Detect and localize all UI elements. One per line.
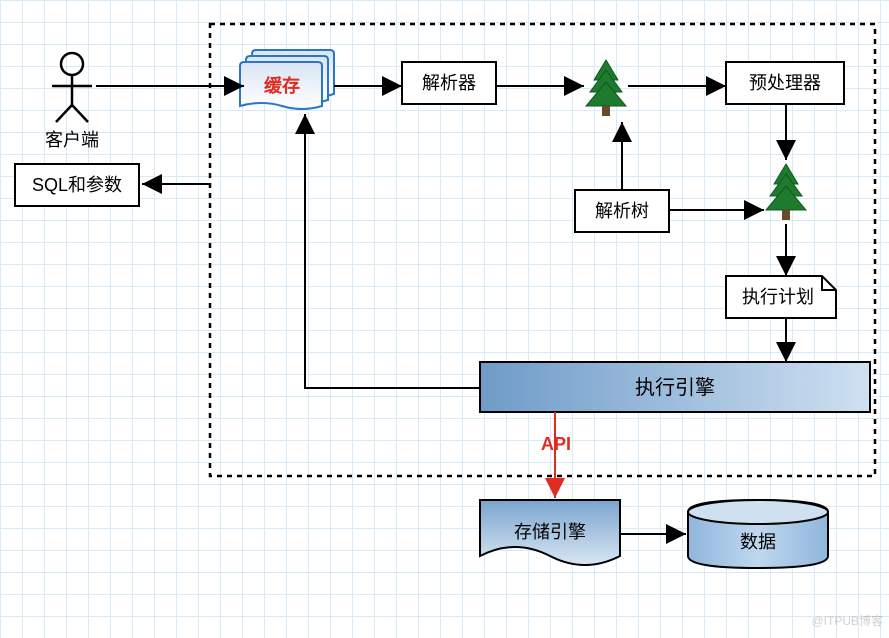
arrows <box>96 86 786 534</box>
storage-engine-label: 存储引擎 <box>514 522 586 542</box>
client-label: 客户端 <box>45 130 99 150</box>
client-actor <box>52 53 92 122</box>
cache-label: 缓存 <box>264 75 300 96</box>
preprocessor-label: 预处理器 <box>749 73 821 93</box>
api-label: API <box>541 434 571 454</box>
tree-icon-1 <box>586 60 626 116</box>
data-label: 数据 <box>740 532 776 552</box>
watermark-label: @ITPUB博客 <box>811 612 883 629</box>
tree-icon-2 <box>766 164 806 220</box>
exec-plan-label: 执行计划 <box>742 287 814 307</box>
architecture-diagram: 客户端 SQL和参数 缓存 解析器 预处理器 解析树 执行计划 执行引擎 <box>0 0 889 633</box>
parser-label: 解析器 <box>422 73 476 93</box>
parse-tree-label: 解析树 <box>595 201 649 221</box>
exec-engine-label: 执行引擎 <box>635 376 715 399</box>
sql-params-label: SQL和参数 <box>32 175 122 195</box>
